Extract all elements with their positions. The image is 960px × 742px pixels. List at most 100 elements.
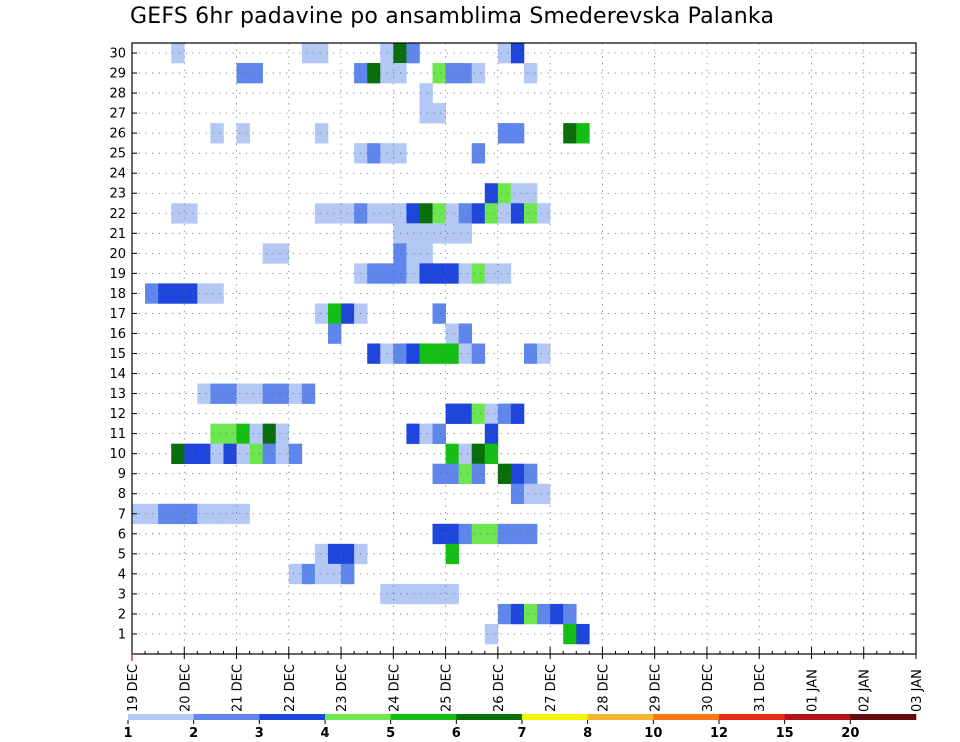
x-tick-label: 27 DEC: [544, 664, 559, 712]
heatmap-cell: [314, 43, 329, 64]
heatmap-cell: [432, 463, 446, 485]
y-tick-label: 30: [109, 47, 126, 62]
heatmap-cell: [510, 203, 525, 224]
x-tick-label: 22 DEC: [283, 664, 298, 712]
heatmap-cell: [524, 203, 538, 224]
heatmap-cell: [458, 323, 473, 344]
heatmap-cell: [432, 263, 446, 284]
heatmap-cell: [288, 443, 303, 464]
legend-swatch: [850, 714, 917, 720]
heatmap-cell: [484, 443, 499, 464]
heatmap-cell: [406, 223, 420, 244]
heatmap-cell: [524, 603, 538, 625]
heatmap-cell: [510, 43, 525, 64]
heatmap-cell: [406, 423, 420, 444]
heatmap-cell: [563, 603, 577, 625]
heatmap-cell: [432, 343, 446, 364]
heatmap-cell: [432, 523, 446, 545]
legend-swatch: [128, 714, 194, 720]
heatmap-cell: [314, 123, 329, 144]
heatmap-cell: [328, 203, 342, 224]
heatmap-cell: [419, 423, 433, 444]
heatmap-cell: [445, 343, 459, 364]
heatmap-cell: [288, 383, 303, 404]
heatmap-cell: [524, 63, 538, 84]
heatmap-cell: [497, 183, 512, 204]
heatmap-cell: [550, 603, 564, 625]
heatmap-cell: [236, 503, 250, 525]
heatmap-cell: [223, 423, 237, 444]
legend-swatch: [719, 714, 785, 720]
heatmap-cell: [484, 403, 499, 424]
heatmap-cell: [484, 263, 499, 284]
heatmap-cell: [497, 403, 512, 424]
heatmap-cell: [471, 443, 486, 464]
heatmap-cell: [197, 443, 211, 464]
y-tick-label: 14: [109, 367, 126, 382]
x-tick-label: 19 DEC: [126, 664, 141, 712]
heatmap-cell: [406, 43, 420, 64]
legend-swatch: [325, 714, 391, 720]
heatmap-cell: [445, 63, 459, 84]
heatmap-cell: [197, 503, 211, 525]
legend-swatch: [456, 714, 523, 720]
heatmap-cell: [236, 63, 250, 84]
heatmap-cell: [171, 503, 185, 525]
heatmap-cell: [262, 383, 277, 404]
heatmap-cell: [432, 423, 446, 444]
heatmap-cell: [445, 583, 459, 605]
colorbar-legend: 1 2 3 4 5 6 7 8 10 12 15 20: [123, 714, 917, 741]
heatmap-cell: [576, 123, 590, 144]
heatmap-cell: [184, 443, 198, 464]
heatmap-cell: [275, 443, 290, 464]
heatmap-cell: [236, 383, 250, 404]
heatmap-cell: [184, 203, 198, 224]
heatmap-cell: [171, 43, 185, 64]
heatmap-cell: [497, 463, 512, 485]
y-tick-label: 13: [109, 387, 126, 402]
x-tick-label: 29 DEC: [649, 664, 664, 712]
legend-label: 1: [123, 726, 132, 741]
heatmap-cell: [406, 203, 420, 224]
heatmap-cell: [184, 503, 198, 525]
heatmap-cell: [210, 503, 224, 525]
x-tick-label: 01 JAN: [805, 669, 820, 712]
heatmap-cell: [458, 63, 473, 84]
y-tick-label: 24: [109, 167, 126, 182]
heatmap-cell: [171, 203, 185, 224]
heatmap-cell: [145, 503, 159, 525]
legend-swatch: [784, 714, 851, 720]
y-tick-label: 26: [109, 127, 126, 142]
heatmap-cell: [419, 223, 433, 244]
heatmap-cell: [406, 243, 420, 264]
heatmap-cell: [275, 243, 290, 264]
x-tick-label: 21 DEC: [231, 664, 246, 712]
heatmap-cell: [524, 183, 538, 204]
heatmap-cell: [184, 283, 198, 304]
heatmap-cell: [158, 283, 172, 304]
heatmap-cell: [419, 103, 433, 124]
heatmap-cell: [445, 263, 459, 284]
heatmap-cell: [171, 443, 185, 464]
y-tick-label: 4: [118, 567, 126, 582]
heatmap-cell: [458, 203, 473, 224]
heatmap-cell: [471, 343, 486, 364]
y-tick-label: 3: [118, 587, 126, 602]
y-tick-label: 12: [109, 407, 126, 422]
heatmap-cell: [432, 63, 446, 84]
heatmap-cell: [419, 343, 433, 364]
heatmap-cell: [510, 603, 525, 625]
y-tick-label: 22: [109, 207, 126, 222]
x-tick-label: 24 DEC: [387, 664, 402, 712]
heatmap-cell: [497, 603, 512, 625]
heatmap-cell: [419, 203, 433, 224]
heatmap-cell: [524, 483, 538, 505]
heatmap-cell: [471, 263, 486, 284]
heatmap-cell: [328, 563, 342, 585]
heatmap-cell: [341, 203, 355, 224]
x-tick-label: 25 DEC: [440, 664, 455, 712]
y-tick-label: 5: [118, 547, 126, 562]
heatmap-cell: [445, 403, 459, 424]
heatmap-cell: [406, 583, 420, 605]
